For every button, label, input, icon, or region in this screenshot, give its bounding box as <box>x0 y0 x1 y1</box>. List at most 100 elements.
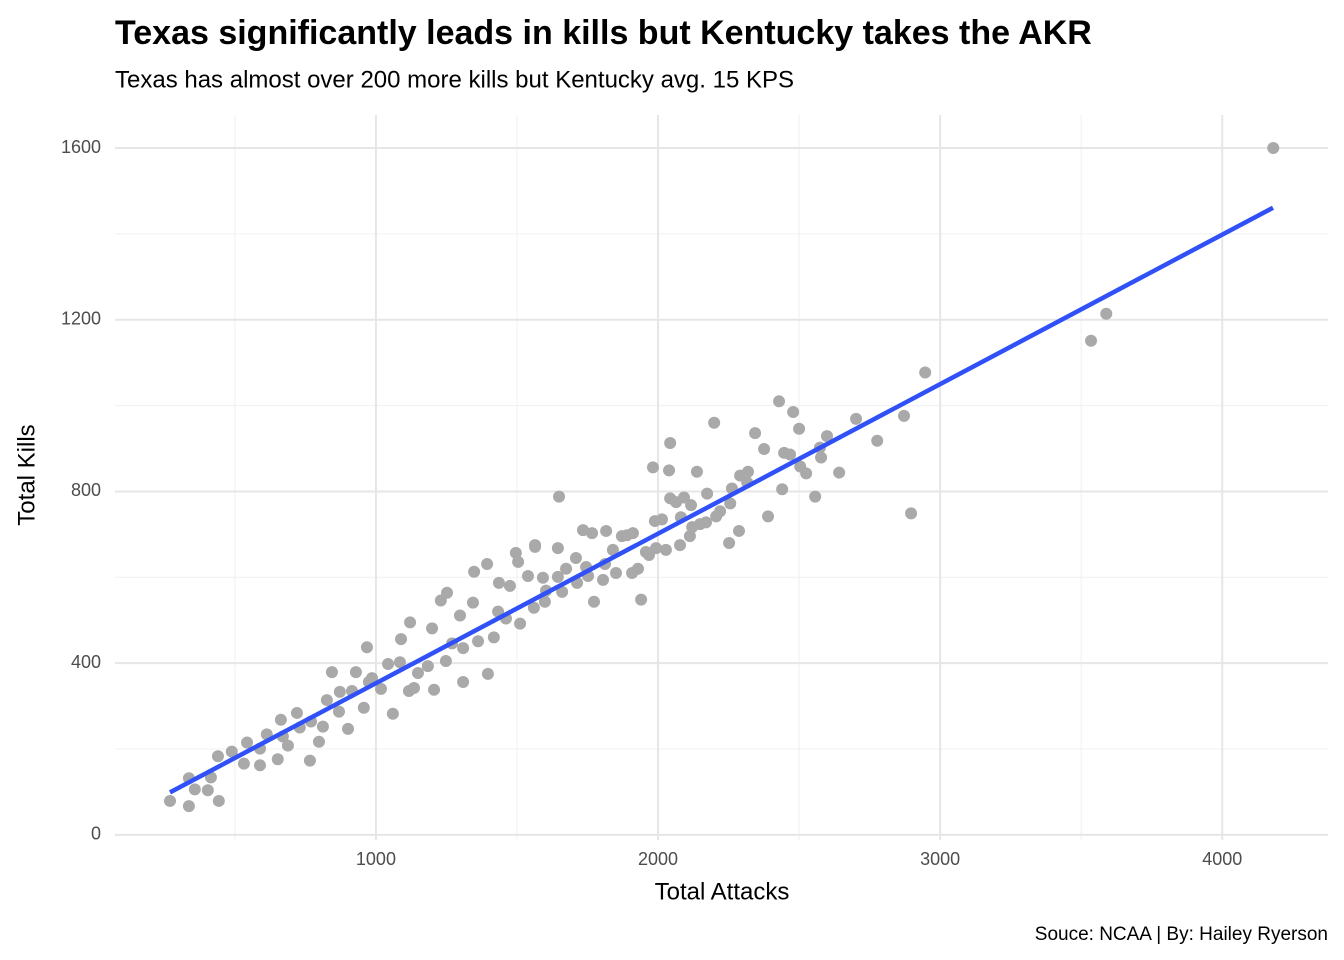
point <box>457 676 470 689</box>
point <box>663 464 676 477</box>
point <box>253 759 266 772</box>
point <box>188 783 201 796</box>
point <box>426 622 439 635</box>
point <box>457 642 470 655</box>
point <box>569 551 582 564</box>
point <box>395 633 408 646</box>
point <box>776 483 789 496</box>
point <box>441 586 454 599</box>
point <box>453 609 466 622</box>
point <box>481 557 494 570</box>
y-axis-label: Total Kills <box>13 424 40 525</box>
point <box>332 705 345 718</box>
x-tick-label: 1000 <box>356 849 396 869</box>
point <box>411 667 424 680</box>
point <box>536 571 549 584</box>
point <box>241 736 254 749</box>
point <box>683 530 696 543</box>
point <box>225 745 238 758</box>
point <box>606 543 619 556</box>
point <box>349 666 362 679</box>
point <box>784 448 797 461</box>
point <box>615 530 628 543</box>
point <box>710 510 723 523</box>
point <box>164 794 177 807</box>
point <box>724 497 737 510</box>
point <box>360 641 373 654</box>
point <box>586 527 599 540</box>
point <box>320 694 333 707</box>
point <box>325 666 338 679</box>
point <box>342 722 355 735</box>
point <box>723 536 736 549</box>
point <box>635 593 648 606</box>
point <box>809 490 822 503</box>
point <box>690 465 703 478</box>
point <box>643 548 656 561</box>
marks <box>164 142 1280 813</box>
point <box>821 430 834 443</box>
point <box>773 395 786 408</box>
point <box>303 754 316 767</box>
point <box>758 442 771 455</box>
point <box>1085 334 1098 347</box>
point <box>732 524 745 537</box>
point <box>553 490 566 503</box>
point <box>212 794 225 807</box>
point <box>871 434 884 447</box>
point <box>833 466 846 479</box>
point <box>648 515 661 528</box>
point <box>1100 307 1113 320</box>
point <box>408 682 421 695</box>
point <box>919 366 932 379</box>
point <box>626 567 639 580</box>
point <box>271 753 284 766</box>
point <box>527 601 540 614</box>
chart-subtitle: Texas has almost over 200 more kills but… <box>115 66 794 93</box>
point <box>281 739 294 752</box>
point <box>646 461 659 474</box>
point <box>333 685 346 698</box>
chart-title: Texas significantly leads in kills but K… <box>115 14 1092 52</box>
point <box>375 682 388 695</box>
point <box>466 596 479 609</box>
y-tick-label: 1600 <box>61 137 101 157</box>
point <box>529 539 542 552</box>
point <box>762 510 775 523</box>
y-tick-label: 400 <box>71 652 101 672</box>
point <box>487 631 500 644</box>
point <box>237 757 250 770</box>
point <box>626 527 639 540</box>
point <box>312 735 325 748</box>
point <box>898 409 911 422</box>
point <box>316 720 329 733</box>
point <box>686 521 699 534</box>
point <box>290 706 303 719</box>
point <box>386 707 399 720</box>
point <box>600 524 613 537</box>
point <box>551 542 564 555</box>
point <box>685 499 698 512</box>
point <box>708 416 721 429</box>
point <box>468 565 481 578</box>
point <box>1267 142 1280 155</box>
point <box>659 543 672 556</box>
point <box>551 570 564 583</box>
point <box>428 683 441 696</box>
x-tick-label: 2000 <box>638 849 678 869</box>
x-tick-label: 3000 <box>920 849 960 869</box>
point <box>794 460 807 473</box>
point <box>905 507 918 520</box>
point <box>439 655 452 668</box>
point <box>587 595 600 608</box>
trend-line <box>168 205 1275 795</box>
point <box>734 469 747 482</box>
point <box>393 656 406 669</box>
point <box>274 713 287 726</box>
point <box>815 451 828 464</box>
point <box>421 660 434 673</box>
point <box>560 562 573 575</box>
point <box>538 595 551 608</box>
point <box>850 412 863 425</box>
